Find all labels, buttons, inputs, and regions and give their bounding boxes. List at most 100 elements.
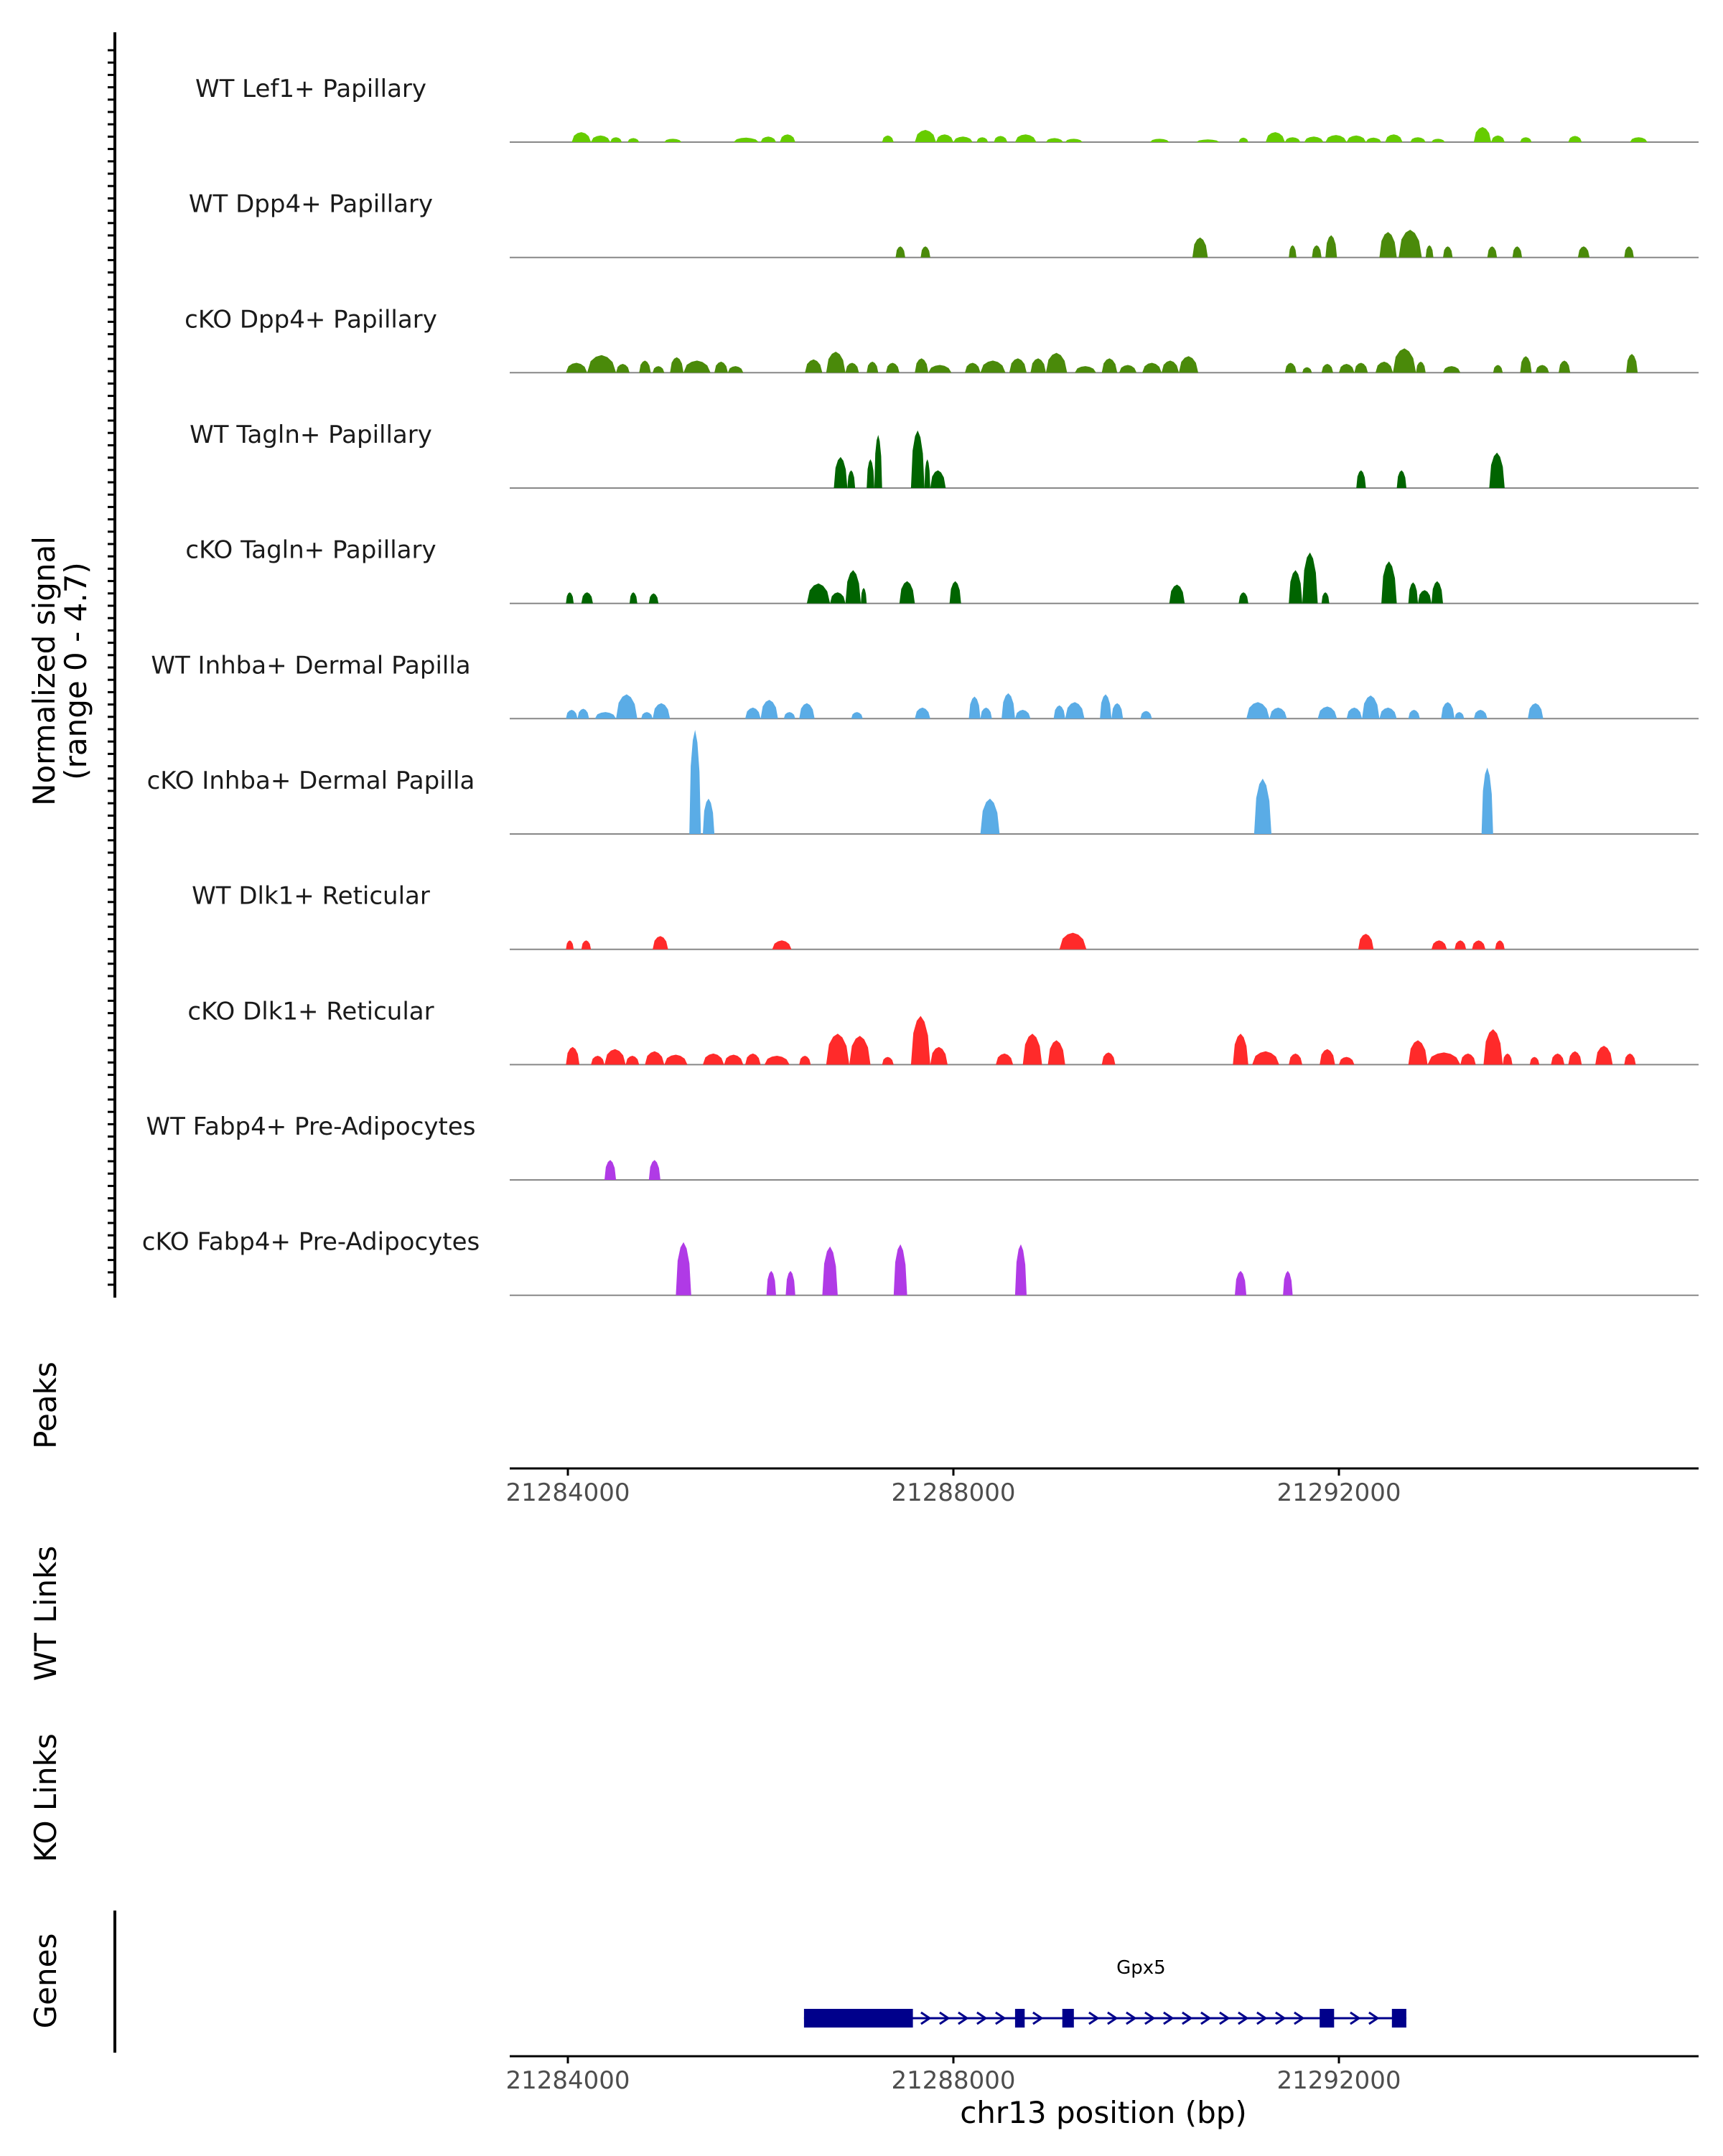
coverage-peak	[1283, 1270, 1293, 1295]
coverage-peak	[1520, 356, 1532, 373]
track-9: cKO Dlk1+ Reticular	[187, 997, 1699, 1066]
coverage-peak	[1162, 360, 1180, 373]
coverage-peak	[1568, 136, 1582, 142]
left-labels: Normalized signal(range 0 - 4.7) Peaks WT …	[27, 32, 116, 2029]
coverage-peak	[949, 581, 961, 604]
strand-arrow	[1088, 2011, 1100, 2025]
gene-exon	[1014, 2009, 1025, 2028]
coverage-peak	[915, 707, 930, 719]
coverage-peak	[1119, 365, 1137, 373]
coverage-peak	[924, 459, 930, 488]
coverage-peak	[1454, 940, 1467, 950]
coverage-peak	[724, 1054, 744, 1065]
coverage-peak	[1179, 356, 1198, 373]
coverage-peak	[1443, 366, 1461, 373]
coverage-peak	[1253, 778, 1271, 834]
track-label: WT Tagln+ Papillary	[190, 421, 432, 449]
coverage-peak	[1396, 470, 1406, 488]
strand-arrow	[1294, 2011, 1305, 2025]
coverage-peak	[1235, 1270, 1247, 1295]
coverage-peak	[1425, 245, 1434, 258]
coverage-peak	[849, 1036, 871, 1065]
coverage-peak	[577, 708, 589, 719]
coverage-peak	[1535, 365, 1549, 373]
coverage-peak	[915, 130, 936, 142]
strand-arrow	[920, 2011, 932, 2025]
coverage-peak	[1354, 362, 1368, 373]
coverage-peak	[745, 1053, 761, 1065]
coverage-peak	[1408, 1040, 1428, 1065]
gene-exon	[1062, 2009, 1074, 2028]
coverage-peak	[639, 360, 651, 373]
strand-arrow	[1256, 2011, 1268, 2025]
coverage-peak	[1045, 138, 1063, 142]
strand-arrow	[995, 2011, 1007, 2025]
genes-panel-label: Genes	[28, 1934, 63, 2029]
coverage-peak	[867, 459, 874, 488]
coverage-peak	[648, 1160, 660, 1180]
coverage-peak	[1416, 361, 1426, 373]
coverage-peak	[1233, 1034, 1248, 1065]
coverage-peak	[806, 583, 831, 604]
coverage-peak	[616, 694, 638, 719]
track-2: WT Dpp4+ Papillary	[189, 190, 1699, 258]
coverage-peak	[1302, 367, 1312, 373]
coverage-peak	[604, 1160, 617, 1180]
coverage-peak	[980, 360, 1006, 373]
coverage-peak	[1399, 230, 1422, 258]
coverage-peak	[1454, 712, 1465, 719]
coverage-peak	[1528, 703, 1544, 719]
coverage-peak	[1568, 1051, 1582, 1065]
signal-axis-title-line1: Normalized signal	[27, 536, 62, 806]
coverage-peak	[689, 730, 701, 834]
coverage-peak	[1142, 362, 1162, 373]
track-label: WT Lef1+ Papillary	[195, 75, 426, 103]
peaks-panel-label: Peaks	[28, 1361, 63, 1449]
coverage-peak	[1169, 584, 1185, 604]
track-label: cKO Tagln+ Papillary	[185, 536, 436, 565]
gene-exon	[803, 2009, 913, 2028]
coverage-peak	[915, 358, 929, 373]
peaks-x-tick-label: 21292000	[1276, 1478, 1401, 1507]
coverage-peak	[616, 364, 630, 373]
strand-arrow	[939, 2011, 951, 2025]
coverage-peak	[627, 138, 640, 142]
coverage-peak	[1149, 139, 1169, 142]
coverage-peak	[930, 1046, 948, 1065]
coverage-peak	[968, 696, 981, 719]
coverage-peak	[910, 1016, 930, 1065]
genes-x-tick-label: 21284000	[505, 2066, 630, 2095]
coverage-peak	[764, 1056, 790, 1065]
coverage-peak	[1075, 366, 1096, 373]
coverage-peak	[566, 1046, 580, 1065]
coverage-peak	[822, 1246, 838, 1295]
coverage-peak	[1559, 360, 1571, 373]
coverage-peak	[899, 581, 915, 604]
track-7: cKO Inhba+ Dermal Papilla	[147, 730, 1699, 835]
coverage-peak	[1284, 137, 1301, 142]
strand-arrow	[958, 2011, 969, 2025]
coverage-peak	[1238, 592, 1248, 604]
coverage-peak	[703, 798, 715, 834]
coverage-peak	[799, 703, 815, 719]
coverage-peak	[641, 712, 653, 719]
coverage-peak	[566, 362, 587, 373]
signal-axis-title: Normalized signal(range 0 - 4.7)	[27, 536, 93, 806]
coverage-peak	[1624, 246, 1634, 258]
coverage-peak	[1481, 767, 1493, 834]
coverage-peak	[581, 940, 592, 950]
coverage-peak	[664, 139, 682, 142]
coverage-peak	[1472, 940, 1486, 950]
track-label: cKO Fabp4+ Pre-Adipocytes	[142, 1228, 480, 1257]
coverage-peak	[1325, 135, 1347, 142]
coverage-peak	[1520, 137, 1532, 142]
coverage-peak	[861, 588, 867, 604]
strand-arrow	[1126, 2011, 1137, 2025]
coverage-peak	[845, 570, 862, 604]
gene-gpx5: Gpx5	[803, 1957, 1406, 2028]
coverage-peak	[1140, 711, 1152, 719]
coverage-peak	[670, 357, 684, 373]
coverage-peak	[1408, 582, 1419, 604]
strand-arrow	[1350, 2011, 1361, 2025]
